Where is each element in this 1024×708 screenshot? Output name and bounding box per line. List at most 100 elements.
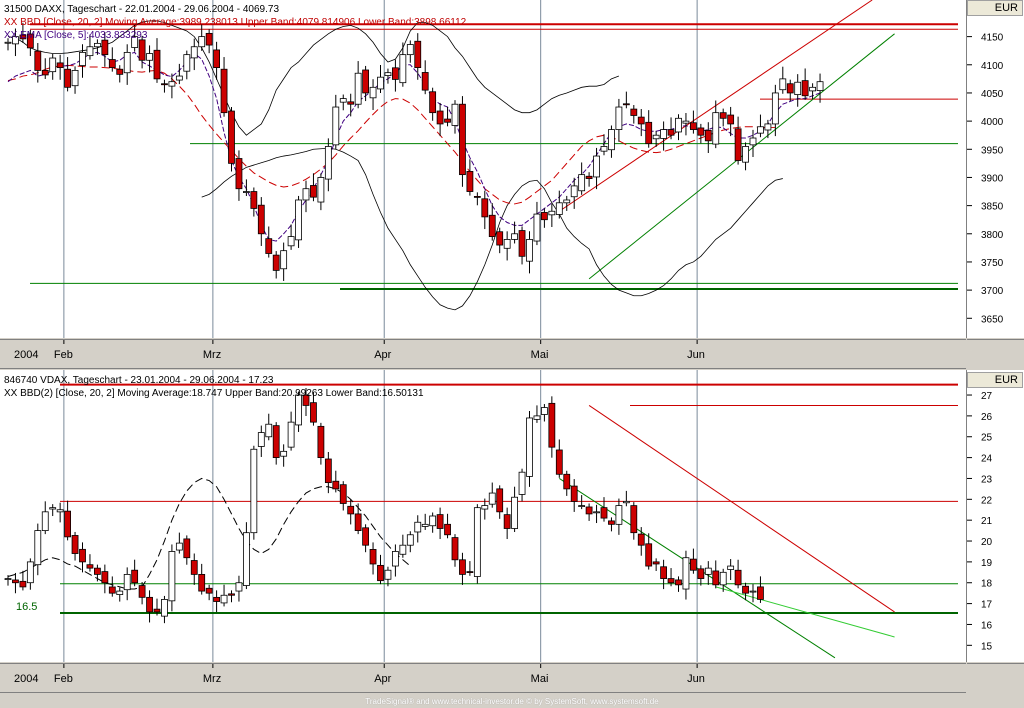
vdax-price-label: 22 — [981, 495, 993, 506]
dax-price-label: 4150 — [981, 33, 1004, 44]
dax-candle — [12, 36, 19, 45]
vdax-candle — [600, 507, 608, 519]
vdax-date-label: Apr — [374, 673, 391, 685]
dax-price-label: 3750 — [981, 258, 1004, 269]
dax-candle — [779, 78, 787, 91]
vdax-date-label: Jun — [687, 673, 705, 685]
vdax-candle — [391, 551, 399, 567]
dax-candle — [719, 112, 727, 119]
dax-price-axis-svg: 4150 4100 4050 4000 3950 3900 3850 3800 3750 3700… — [967, 33, 1004, 325]
vdax-price-label: 15 — [981, 641, 993, 652]
vdax-candle — [429, 515, 437, 527]
vdax-candle — [384, 569, 392, 580]
dax-price-label: 3850 — [981, 202, 1004, 213]
dax-candle — [712, 112, 720, 145]
dax-candle — [600, 146, 608, 152]
vdax-candle — [153, 608, 161, 613]
dax-candle — [161, 83, 168, 86]
vdax-candle — [175, 542, 183, 551]
dax-candle — [324, 146, 332, 180]
vdax-price-label: 16 — [981, 620, 993, 631]
dax-candle — [436, 110, 444, 125]
vdax-candle — [101, 571, 109, 584]
vdax-price-label: 21 — [981, 516, 993, 527]
dax-candle — [317, 177, 325, 203]
vdax-candle — [652, 561, 660, 565]
dax-candle — [108, 59, 116, 68]
dax-candle — [205, 32, 213, 46]
dax-chart-svg[interactable] — [0, 0, 966, 338]
dax-date-label: Apr — [374, 349, 391, 361]
dax-candle — [682, 120, 690, 124]
vdax-candle — [79, 548, 86, 563]
vdax-candle — [347, 505, 355, 515]
dax-candle — [637, 116, 645, 125]
dax-candle — [444, 118, 451, 123]
vdax-panel: 16.5 27 26 25 24 23 22 21 20 19 18 17 16 15 846740 V… — [0, 370, 1024, 662]
vdax-candle — [712, 570, 720, 586]
vdax-candle — [548, 402, 556, 448]
vdax-candle — [645, 543, 653, 567]
vdax-candle — [190, 560, 198, 575]
dax-candle — [518, 230, 526, 257]
dax-candle — [4, 41, 12, 44]
vdax-currency-label: EUR — [967, 372, 1023, 388]
vdax-candle — [473, 507, 481, 577]
vdax-candle — [481, 505, 489, 510]
dax-plot-area — [0, 0, 967, 338]
dax-candle — [809, 86, 816, 92]
dax-candle — [615, 106, 623, 130]
vdax-price-label: 25 — [981, 433, 993, 444]
dax-candle — [675, 117, 682, 133]
vdax-candle — [86, 564, 94, 569]
vdax-candle — [526, 417, 533, 477]
dax-legend-title: 31500 DAXX, Tageschart - 22.01.2004 - 29… — [4, 4, 280, 15]
vdax-candle — [302, 394, 310, 406]
vdax-candle — [362, 527, 370, 546]
dax-candle — [697, 127, 705, 136]
vdax-candle — [436, 514, 444, 529]
vdax-candle — [541, 407, 548, 415]
vdax-candle — [578, 505, 586, 507]
vdax-candle — [622, 500, 630, 504]
dax-candle — [175, 75, 183, 81]
dax-candle — [742, 146, 749, 163]
vdax-candle — [749, 590, 757, 593]
dax-candle — [332, 106, 340, 146]
dax-candle — [541, 212, 548, 221]
dax-legend-ema: XX EMA [Close, 5]:4033.833293 — [4, 30, 148, 41]
dax-candle — [734, 128, 742, 161]
vdax-date-axis: 2004 Feb Mrz Apr Mai Jun — [0, 663, 966, 693]
dax-candle — [391, 67, 399, 80]
vdax-candle — [555, 449, 563, 475]
vdax-price-label: 18 — [981, 579, 993, 590]
dax-candle — [242, 191, 250, 193]
vdax-candle — [585, 506, 593, 515]
dax-candle — [190, 46, 198, 59]
vdax-candle — [503, 514, 511, 529]
dax-candle — [64, 68, 71, 88]
dax-candle — [496, 231, 504, 246]
dax-candle — [19, 34, 27, 40]
dax-candle — [354, 72, 362, 105]
dax-candle — [71, 70, 79, 87]
vdax-candle — [354, 513, 362, 532]
vdax-candle — [71, 535, 79, 554]
dax-candle — [220, 68, 228, 114]
vdax-chart-svg[interactable]: 16.5 — [0, 370, 966, 662]
vdax-price-label: 17 — [981, 600, 993, 611]
vdax-axis-corner — [967, 663, 1024, 692]
dax-candle — [503, 239, 511, 249]
dax-date-label: 2004 — [14, 349, 38, 361]
vdax-candle — [123, 573, 131, 591]
vdax-date-label: 2004 — [14, 673, 38, 685]
dax-candle — [481, 198, 489, 218]
vdax-candle — [287, 421, 295, 448]
dax-candle — [56, 62, 64, 68]
vdax-candle — [272, 425, 280, 459]
vdax-trend-line — [588, 405, 895, 613]
vdax-candle — [220, 594, 228, 604]
dax-candle — [26, 33, 34, 49]
dax-candle — [146, 53, 153, 61]
dax-candle — [339, 98, 347, 103]
